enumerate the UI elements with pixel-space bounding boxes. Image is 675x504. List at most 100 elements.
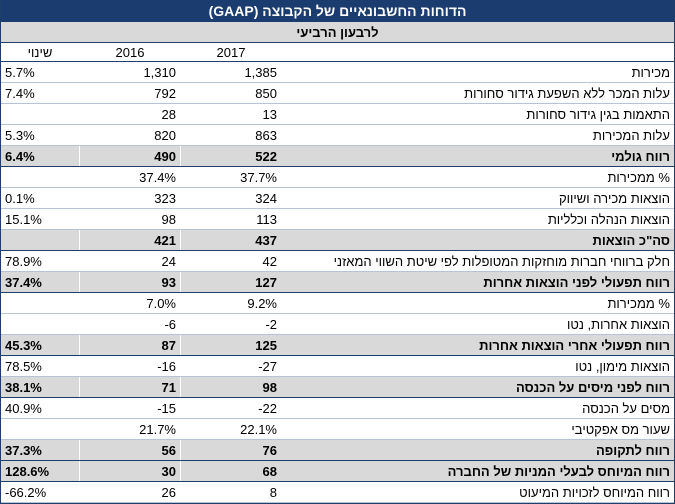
table-row: 37.4% 37.7%% ממכירות (1, 166, 674, 188)
value-2017-cell: -22 (180, 397, 281, 419)
row-label: חלק ברווחי חברות מוחזקות המטופלות לפי שי… (281, 250, 674, 272)
table-row: 421 437 סה"כ הוצאות (1, 229, 674, 251)
change-cell: 128.6% (1, 460, 80, 482)
table-row: 15.1% 98 113 הוצאות הנהלה וכלליות (1, 208, 674, 230)
table-row: 78.5% -16 -27 הוצאות מימון, נטו (1, 355, 674, 377)
value-2016-cell: 21.7% (79, 418, 181, 440)
value-2016-cell: 56 (79, 439, 181, 461)
change-cell: 38.1% (1, 376, 80, 398)
table-row: 21.7% 22.1% שעור מס אפקטיבי (1, 418, 674, 440)
value-2017-cell: 98 (180, 376, 281, 398)
value-2016-cell: 98 (79, 208, 181, 230)
value-2017-cell: 22.1% (180, 418, 281, 440)
table-row: 40.9% -15 -22 מסים על הכנסה (1, 397, 674, 419)
row-label: עלות המכר ללא השפעת גידור סחורות (281, 82, 674, 104)
row-label: מסים על הכנסה (281, 397, 674, 419)
row-label: רווח המיוחס לבעלי המניות של החברה (281, 460, 674, 482)
table-row: 78.9% 24 42 חלק ברווחי חברות מוחזקות המטופל… (1, 250, 674, 272)
row-label: עלות המכירות (281, 124, 674, 146)
table-row: 28 13 התאמות בגין גידור סחורות (1, 103, 674, 125)
change-cell: -66.2% (1, 481, 80, 503)
value-2017-cell: -27 (180, 355, 281, 377)
row-label: הוצאות מימון, נטו (281, 355, 674, 377)
financial-table-body: שינוי 2016 2017 5.7% 1,310 1,385 מכירות 7.4%… (1, 43, 674, 503)
value-2016-cell: 1,310 (79, 61, 181, 83)
table-row: 5.3% 820 863 עלות המכירות (1, 124, 674, 146)
change-cell (1, 103, 80, 125)
value-2017-cell: 324 (180, 187, 281, 209)
table-row: 37.3% 56 76 רווח לתקופה (1, 439, 674, 461)
change-cell (1, 166, 80, 188)
column-header-label (281, 43, 674, 62)
column-header-2017: 2017 (180, 43, 281, 62)
table-row: 7.4% 792 850 עלות המכר ללא השפעת גידור סחור… (1, 82, 674, 104)
value-2016-cell: 30 (79, 460, 181, 482)
change-cell: 37.3% (1, 439, 80, 461)
table-row: -6 -2 הוצאות אחרות, נטו (1, 313, 674, 335)
value-2016-cell: 323 (79, 187, 181, 209)
value-2017-cell: 76 (180, 439, 281, 461)
change-cell: 5.3% (1, 124, 80, 146)
value-2017-cell: 42 (180, 250, 281, 272)
table-row: 5.7% 1,310 1,385 מכירות (1, 61, 674, 83)
value-2016-cell: 7.0% (79, 292, 181, 314)
row-label: רווח תפעולי לפני הוצאות אחרות (281, 271, 674, 293)
value-2017-cell: 437 (180, 229, 281, 251)
change-cell: 78.9% (1, 250, 80, 272)
table-row: 128.6% 30 68 רווח המיוחס לבעלי המניות של הח… (1, 460, 674, 482)
change-cell: 0.1% (1, 187, 80, 209)
row-label: רווח המיוחס לזכויות המיעוט (281, 481, 674, 503)
value-2017-cell: 850 (180, 82, 281, 104)
value-2016-cell: -16 (79, 355, 181, 377)
value-2016-cell: -15 (79, 397, 181, 419)
change-cell (1, 313, 80, 335)
value-2016-cell: 93 (79, 271, 181, 293)
row-label: הוצאות אחרות, נטו (281, 313, 674, 335)
value-2017-cell: 68 (180, 460, 281, 482)
row-label: % ממכירות (281, 166, 674, 188)
row-label: מכירות (281, 61, 674, 83)
value-2017-cell: 8 (180, 481, 281, 503)
value-2017-cell: 37.7% (180, 166, 281, 188)
change-cell (1, 229, 80, 251)
change-cell: 37.4% (1, 271, 80, 293)
value-2016-cell: -6 (79, 313, 181, 335)
value-2016-cell: 28 (79, 103, 181, 125)
change-cell: 6.4% (1, 145, 80, 167)
row-label: רווח לפני מיסים על הכנסה (281, 376, 674, 398)
value-2017-cell: 13 (180, 103, 281, 125)
change-cell: 78.5% (1, 355, 80, 377)
value-2016-cell: 87 (79, 334, 181, 356)
value-2017-cell: 127 (180, 271, 281, 293)
change-cell: 45.3% (1, 334, 80, 356)
value-2016-cell: 71 (79, 376, 181, 398)
change-cell: 15.1% (1, 208, 80, 230)
table-row: 0.1% 323 324 הוצאות מכירה ושיווק (1, 187, 674, 209)
row-label: שעור מס אפקטיבי (281, 418, 674, 440)
value-2016-cell: 490 (79, 145, 181, 167)
value-2017-cell: 9.2% (180, 292, 281, 314)
row-label: רווח תפעולי אחרי הוצאות אחרות (281, 334, 674, 356)
row-label: הוצאות מכירה ושיווק (281, 187, 674, 209)
table-row: 45.3% 87 125 רווח תפעולי אחרי הוצאות אחרות (1, 334, 674, 356)
column-header-change: שינוי (1, 43, 80, 62)
row-label: % ממכירות (281, 292, 674, 314)
value-2016-cell: 792 (79, 82, 181, 104)
row-label: סה"כ הוצאות (281, 229, 674, 251)
change-cell: 40.9% (1, 397, 80, 419)
table-row: 37.4% 93 127 רווח תפעולי לפני הוצאות אחרות (1, 271, 674, 293)
change-cell (1, 418, 80, 440)
value-2016-cell: 421 (79, 229, 181, 251)
value-2017-cell: 113 (180, 208, 281, 230)
value-2016-cell: 37.4% (79, 166, 181, 188)
change-cell (1, 292, 80, 314)
value-2016-cell: 820 (79, 124, 181, 146)
column-header-2016: 2016 (79, 43, 181, 62)
value-2016-cell: 24 (79, 250, 181, 272)
table-row: -66.2% 26 8 רווח המיוחס לזכויות המיעוט (1, 481, 674, 503)
change-cell: 5.7% (1, 61, 80, 83)
table-row: 6.4% 490 522 רווח גולמי (1, 145, 674, 167)
value-2017-cell: 125 (180, 334, 281, 356)
change-cell: 7.4% (1, 82, 80, 104)
